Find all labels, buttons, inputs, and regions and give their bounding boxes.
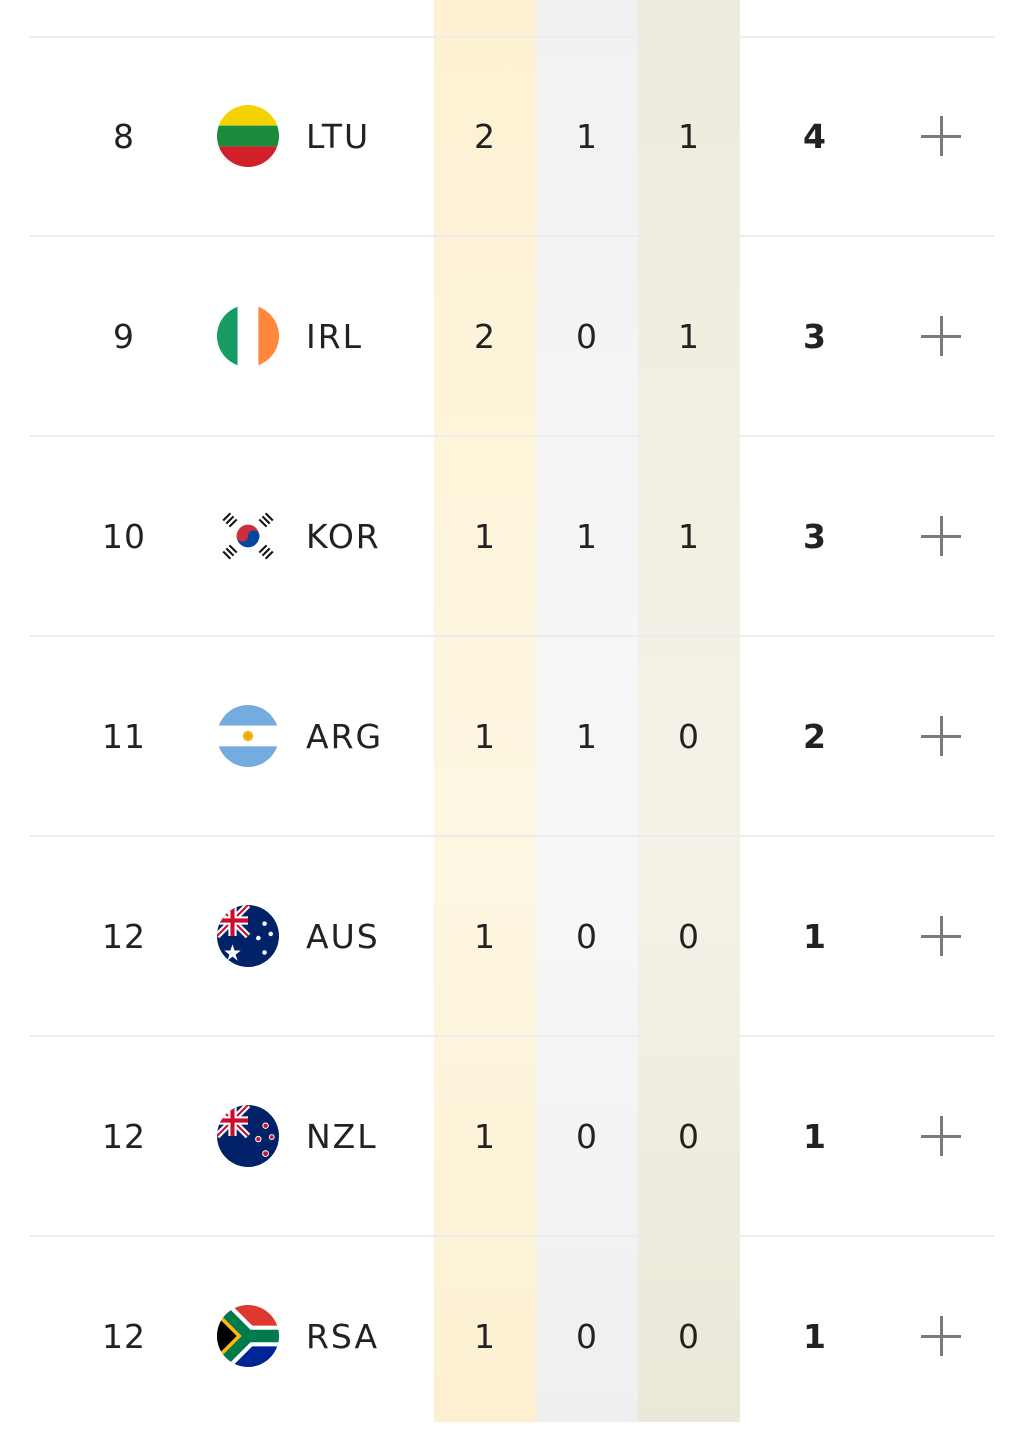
plus-icon[interactable] (921, 916, 961, 956)
table-row[interactable]: 9 IRL 2 0 1 3 (0, 237, 1024, 437)
medal-table: 8 LTU 2 1 1 4 9 IRL 2 0 1 (0, 37, 1024, 1437)
country-code: AUS (306, 916, 380, 956)
table-row[interactable]: 8 LTU 2 1 1 4 (0, 37, 1024, 237)
flag-south-korea-icon (217, 505, 279, 567)
flag-ireland-icon (217, 305, 279, 367)
country-code: IRL (306, 316, 364, 356)
flag-cell (216, 837, 280, 1035)
bronze-count: 0 (678, 1116, 700, 1156)
silver-count: 1 (576, 716, 598, 756)
plus-icon[interactable] (921, 1116, 961, 1156)
row-divider (30, 1035, 994, 1037)
gold-count: 1 (474, 916, 496, 956)
expand-button[interactable] (906, 1237, 976, 1435)
row-divider (30, 435, 994, 437)
country-code: LTU (306, 116, 371, 156)
bronze-count: 0 (678, 1316, 700, 1356)
flag-south-africa-icon (217, 1305, 279, 1367)
gold-count: 1 (474, 716, 496, 756)
expand-button[interactable] (906, 837, 976, 1035)
plus-icon[interactable] (921, 1316, 961, 1356)
rank-cell: 9 (113, 316, 135, 356)
silver-count: 1 (576, 116, 598, 156)
total-count: 1 (803, 916, 827, 956)
plus-icon[interactable] (921, 716, 961, 756)
table-row[interactable]: 11 ARG 1 1 0 2 (0, 637, 1024, 837)
total-count: 1 (803, 1116, 827, 1156)
rank-cell: 12 (102, 916, 146, 956)
country-code: ARG (306, 716, 384, 756)
flag-argentina-icon (217, 705, 279, 767)
silver-count: 0 (576, 916, 598, 956)
country-code: NZL (306, 1116, 378, 1156)
rank-cell: 10 (102, 516, 146, 556)
gold-column-highlight (434, 0, 536, 1422)
bronze-count: 1 (678, 116, 700, 156)
flag-cell (216, 37, 280, 235)
plus-icon[interactable] (921, 116, 961, 156)
bronze-count: 0 (678, 716, 700, 756)
flag-lithuania-icon (217, 105, 279, 167)
bronze-count: 1 (678, 516, 700, 556)
gold-count: 2 (474, 316, 496, 356)
total-count: 3 (803, 516, 827, 556)
total-count: 2 (803, 716, 827, 756)
silver-count: 0 (576, 1316, 598, 1356)
plus-icon[interactable] (921, 516, 961, 556)
gold-count: 2 (474, 116, 496, 156)
country-code: RSA (306, 1316, 380, 1356)
gold-count: 1 (474, 516, 496, 556)
plus-icon[interactable] (921, 316, 961, 356)
total-count: 3 (803, 316, 827, 356)
bronze-count: 1 (678, 316, 700, 356)
row-divider (30, 635, 994, 637)
gold-count: 1 (474, 1116, 496, 1156)
rank-cell: 8 (113, 116, 135, 156)
flag-new-zealand-icon (217, 1105, 279, 1167)
flag-cell (216, 437, 280, 635)
gold-count: 1 (474, 1316, 496, 1356)
expand-button[interactable] (906, 37, 976, 235)
flag-cell (216, 637, 280, 835)
expand-button[interactable] (906, 437, 976, 635)
row-divider (30, 235, 994, 237)
row-divider (30, 1235, 994, 1237)
table-row[interactable]: 12 AUS 1 0 0 1 (0, 837, 1024, 1037)
expand-button[interactable] (906, 237, 976, 435)
table-row[interactable]: 12 RSA 1 0 0 1 (0, 1237, 1024, 1437)
expand-button[interactable] (906, 1037, 976, 1235)
flag-australia-icon (217, 905, 279, 967)
flag-cell (216, 1037, 280, 1235)
flag-cell (216, 1237, 280, 1435)
bronze-column-highlight (638, 0, 740, 1422)
table-row[interactable]: 12 NZL 1 0 0 1 (0, 1037, 1024, 1237)
rank-cell: 11 (102, 716, 146, 756)
silver-count: 0 (576, 316, 598, 356)
expand-button[interactable] (906, 637, 976, 835)
total-count: 4 (803, 116, 827, 156)
row-divider (30, 835, 994, 837)
table-top-divider (30, 36, 994, 38)
silver-count: 1 (576, 516, 598, 556)
flag-cell (216, 237, 280, 435)
silver-column-highlight (536, 0, 638, 1422)
table-row[interactable]: 10 KOR 1 1 1 3 (0, 437, 1024, 637)
total-count: 1 (803, 1316, 827, 1356)
rank-cell: 12 (102, 1116, 146, 1156)
rank-cell: 12 (102, 1316, 146, 1356)
country-code: KOR (306, 516, 381, 556)
silver-count: 0 (576, 1116, 598, 1156)
bronze-count: 0 (678, 916, 700, 956)
